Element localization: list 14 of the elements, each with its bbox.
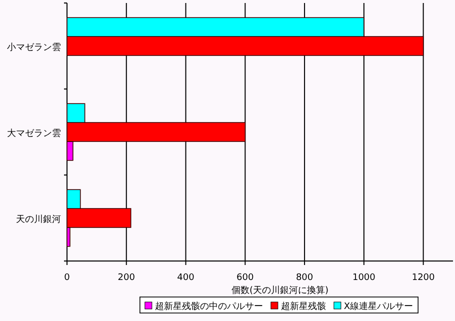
- x-axis-title: 個数(天の川銀河に換算): [231, 285, 329, 296]
- legend-label: 超新星残骸の中のパルサー: [154, 301, 263, 312]
- x-tick-label: 1200: [412, 273, 436, 283]
- y-tick-label: 小マゼラン雲: [7, 42, 61, 53]
- x-tick-label: 0: [64, 273, 70, 283]
- x-tick-label: 1000: [352, 273, 376, 283]
- x-tick-label: 800: [296, 273, 314, 283]
- y-tick-label: 大マゼラン雲: [7, 128, 61, 139]
- legend-label: X線連星パルサー: [344, 301, 414, 312]
- legend-label: 超新星残骸: [280, 301, 326, 312]
- x-tick-label: 200: [118, 273, 136, 283]
- x-tick-label: 400: [177, 273, 195, 283]
- y-tick-label: 天の川銀河: [16, 214, 61, 225]
- x-tick-label: 600: [236, 273, 254, 283]
